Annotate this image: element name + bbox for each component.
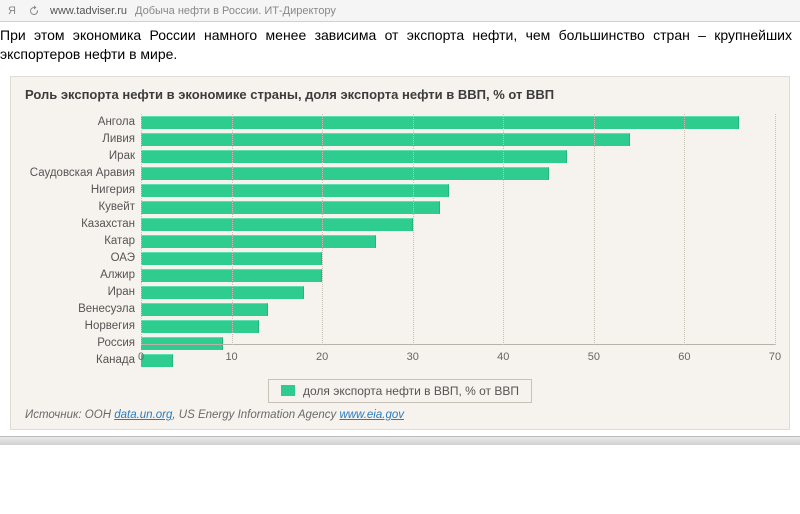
bar-row bbox=[141, 233, 775, 250]
x-tick-label: 30 bbox=[407, 351, 419, 363]
y-axis-label: ОАЭ bbox=[25, 250, 135, 267]
x-tick-label: 10 bbox=[225, 351, 237, 363]
y-axis-label: Венесуэла bbox=[25, 301, 135, 318]
source-link-2[interactable]: www.eia.gov bbox=[339, 409, 404, 421]
x-tick-label: 50 bbox=[588, 351, 600, 363]
bar-row bbox=[141, 131, 775, 148]
source-mid: , US Energy Information Agency bbox=[172, 409, 339, 421]
gridline bbox=[232, 114, 233, 345]
gridline bbox=[684, 114, 685, 345]
x-tick-label: 0 bbox=[138, 351, 144, 363]
bars-group bbox=[141, 114, 775, 369]
gridline bbox=[141, 114, 142, 345]
chart-source: Источник: ООН data.un.org, US Energy Inf… bbox=[25, 409, 775, 421]
intro-paragraph: При этом экономика России намного менее … bbox=[0, 22, 800, 72]
x-axis-line bbox=[141, 344, 775, 345]
chart-legend: доля экспорта нефти в ВВП, % от ВВП bbox=[268, 379, 532, 403]
bar-row bbox=[141, 216, 775, 233]
gridline bbox=[594, 114, 595, 345]
back-icon[interactable]: Я bbox=[4, 3, 20, 19]
bar-row bbox=[141, 182, 775, 199]
x-tick-label: 20 bbox=[316, 351, 328, 363]
bar-row bbox=[141, 199, 775, 216]
source-prefix: Источник: ООН bbox=[25, 409, 114, 421]
bar bbox=[141, 218, 413, 231]
y-axis-label: Кувейт bbox=[25, 199, 135, 216]
y-axis-label: Норвегия bbox=[25, 318, 135, 335]
oil-export-chart: Роль экспорта нефти в экономике страны, … bbox=[10, 76, 790, 430]
source-link-1[interactable]: data.un.org bbox=[114, 409, 172, 421]
browser-address-bar: Я www.tadviser.ru Добыча нефти в России.… bbox=[0, 0, 800, 22]
bar bbox=[141, 235, 376, 248]
y-axis-label: Ирак bbox=[25, 148, 135, 165]
plot-area: 010203040506070 bbox=[141, 114, 775, 369]
gridline bbox=[413, 114, 414, 345]
y-axis-label: Иран bbox=[25, 284, 135, 301]
gridline bbox=[322, 114, 323, 345]
y-axis-label: Ливия bbox=[25, 131, 135, 148]
bar bbox=[141, 133, 630, 146]
bar-row bbox=[141, 284, 775, 301]
bar bbox=[141, 167, 549, 180]
bar-row bbox=[141, 165, 775, 182]
y-axis-label: Россия bbox=[25, 335, 135, 352]
bar-row bbox=[141, 148, 775, 165]
gridline bbox=[503, 114, 504, 345]
chart-body: АнголаЛивияИракСаудовская АравияНигерияК… bbox=[25, 114, 775, 369]
y-axis-label: Канада bbox=[25, 352, 135, 369]
reload-icon[interactable] bbox=[26, 3, 42, 19]
bar-row bbox=[141, 301, 775, 318]
legend-label: доля экспорта нефти в ВВП, % от ВВП bbox=[303, 384, 519, 398]
bar bbox=[141, 201, 440, 214]
x-tick-label: 40 bbox=[497, 351, 509, 363]
y-axis-label: Саудовская Аравия bbox=[25, 165, 135, 182]
bar bbox=[141, 354, 173, 367]
y-axis-label: Ангола bbox=[25, 114, 135, 131]
bar bbox=[141, 184, 449, 197]
x-tick-label: 60 bbox=[678, 351, 690, 363]
x-tick-label: 70 bbox=[769, 351, 781, 363]
bar-row bbox=[141, 250, 775, 267]
bar-row bbox=[141, 318, 775, 335]
window-bottom-bar bbox=[0, 436, 800, 445]
chart-title: Роль экспорта нефти в экономике страны, … bbox=[25, 87, 775, 102]
legend-swatch bbox=[281, 385, 295, 396]
y-axis-labels: АнголаЛивияИракСаудовская АравияНигерияК… bbox=[25, 114, 141, 369]
y-axis-label: Алжир bbox=[25, 267, 135, 284]
bar bbox=[141, 320, 259, 333]
bar-row bbox=[141, 114, 775, 131]
page-tab-title: Добыча нефти в России. ИТ-Директору bbox=[135, 5, 336, 17]
bar bbox=[141, 303, 268, 316]
bar bbox=[141, 286, 304, 299]
y-axis-label: Казахстан bbox=[25, 216, 135, 233]
gridline bbox=[775, 114, 776, 345]
url-text[interactable]: www.tadviser.ru bbox=[50, 5, 127, 17]
y-axis-label: Катар bbox=[25, 233, 135, 250]
bar-row bbox=[141, 267, 775, 284]
y-axis-label: Нигерия bbox=[25, 182, 135, 199]
